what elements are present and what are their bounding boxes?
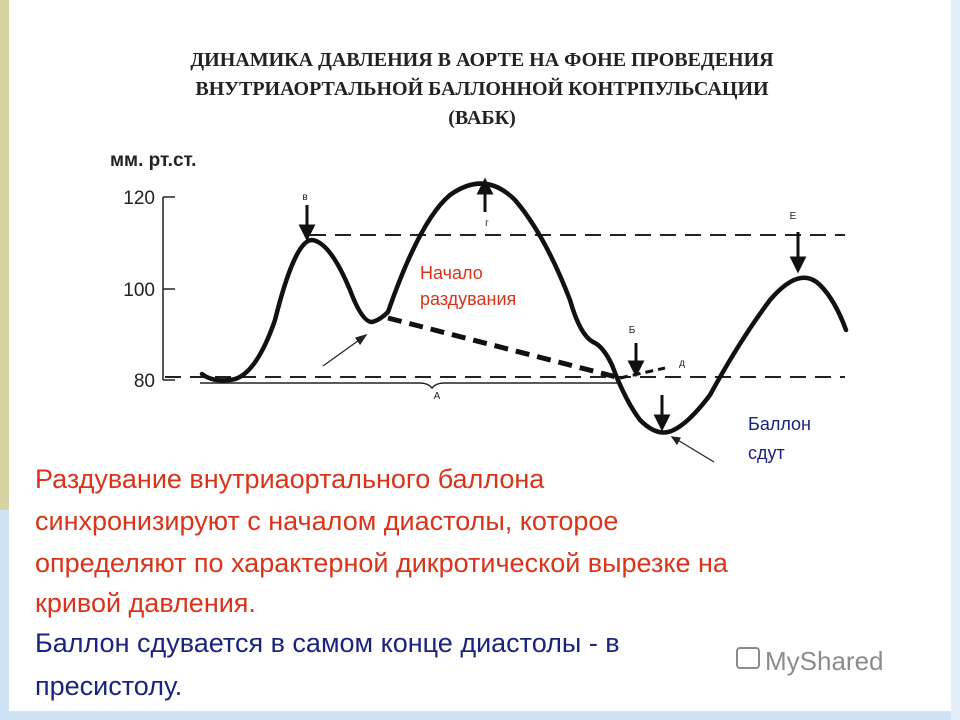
body-text: Баллон сдувается в самом конце диастолы … — [35, 628, 620, 658]
left-stripe — [0, 0, 9, 510]
pointer-arrows — [322, 333, 715, 463]
body-text: синхронизируют с началом диастолы, котор… — [35, 506, 618, 536]
tick-label: 80 — [134, 371, 155, 392]
title-line: (ВАБК) — [448, 107, 516, 129]
body-text: пресистолу. — [35, 671, 182, 701]
marker-label: Б — [629, 325, 636, 336]
right-frame — [951, 0, 960, 720]
marker-label: г — [485, 218, 489, 229]
balloon-line — [619, 366, 666, 380]
body-text: кривой давления. — [35, 588, 256, 618]
arrows — [298, 177, 807, 432]
tick-label: 100 — [123, 280, 155, 301]
baseline — [200, 382, 620, 390]
callout: раздувания — [420, 289, 516, 309]
watermark: MyShared — [765, 646, 884, 676]
marker-label: д — [679, 358, 685, 369]
title-line: ДИНАМИКА ДАВЛЕНИЯ В АОРТЕ НА ФОНЕ ПРОВЕД… — [190, 49, 774, 71]
axis-label: мм. рт.ст. — [110, 150, 196, 171]
axis — [162, 196, 175, 381]
callout: сдут — [748, 443, 785, 463]
watermark-group: MyShared — [736, 646, 884, 676]
body-text: Раздувание внутриаортального баллона — [35, 464, 545, 494]
pressure-curve — [199, 181, 849, 435]
marker-label: в — [302, 192, 307, 203]
body-text: определяют по характерной дикротической … — [35, 548, 729, 578]
balloon-line — [387, 315, 621, 381]
tick-label: 120 — [123, 188, 155, 209]
reference-lines — [165, 234, 845, 378]
watermark-icon — [736, 647, 760, 669]
bottom-frame — [0, 711, 960, 720]
callout: Начало — [420, 263, 483, 283]
marker-label: Е — [790, 211, 797, 222]
left-frame — [0, 510, 9, 720]
callout: Баллон — [748, 414, 811, 434]
marker-label: А — [434, 391, 441, 402]
title-line: ВНУТРИАОРТАЛЬНОЙ БАЛЛОННОЙ КОНТРПУЛЬСАЦИ… — [195, 77, 769, 100]
